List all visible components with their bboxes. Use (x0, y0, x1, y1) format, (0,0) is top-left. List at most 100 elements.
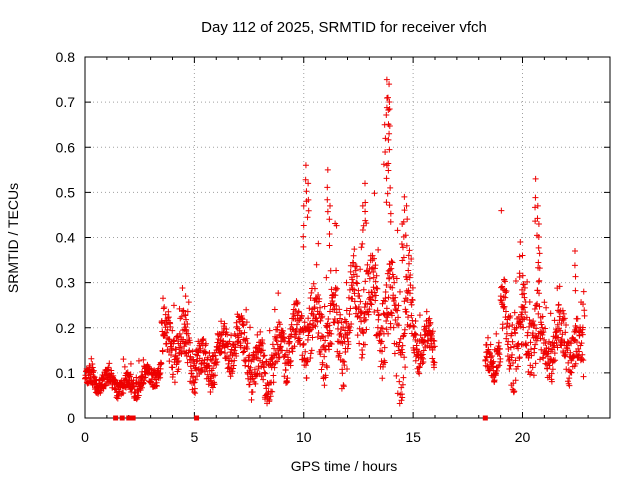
data-point (120, 356, 127, 363)
data-point (532, 360, 539, 367)
data-point (175, 358, 182, 365)
data-point (534, 202, 541, 209)
x-tick-label: 10 (296, 429, 312, 445)
data-point (399, 244, 406, 251)
data-point (140, 380, 147, 387)
data-point (327, 340, 334, 347)
data-point (409, 284, 416, 291)
data-point (308, 289, 315, 296)
data-point (314, 318, 321, 325)
data-point (347, 268, 354, 275)
data-point (350, 252, 357, 259)
data-point (368, 301, 375, 308)
data-point (526, 298, 533, 305)
data-point (491, 377, 498, 384)
data-point (327, 267, 334, 274)
data-point (305, 180, 312, 187)
data-point (291, 343, 298, 350)
data-point (259, 340, 266, 347)
data-point (387, 210, 394, 217)
data-point (260, 376, 267, 383)
data-point (429, 328, 436, 335)
data-point (243, 319, 250, 326)
data-point (302, 348, 309, 355)
data-point (311, 304, 318, 311)
data-point (209, 353, 216, 360)
data-point (524, 329, 531, 336)
data-point (554, 321, 561, 328)
data-point (260, 353, 267, 360)
data-point (346, 311, 353, 318)
data-point (303, 188, 310, 195)
data-point (385, 167, 392, 174)
data-point (307, 350, 314, 357)
data-point (416, 364, 423, 371)
data-point (506, 365, 513, 372)
data-point (499, 321, 506, 328)
data-point (328, 341, 335, 348)
data-point (261, 369, 268, 376)
data-point (261, 352, 268, 359)
data-point (313, 295, 320, 302)
data-point (177, 344, 184, 351)
data-point (319, 361, 326, 368)
data-point (544, 365, 551, 372)
y-tick-label: 0.3 (56, 275, 76, 291)
data-point (559, 307, 566, 314)
data-point (275, 290, 282, 297)
data-point (362, 208, 369, 215)
data-point (286, 338, 293, 345)
data-point (580, 301, 587, 308)
data-point (540, 329, 547, 336)
data-point (399, 381, 406, 388)
data-point (563, 366, 570, 373)
data-point (401, 193, 408, 200)
data-point (325, 316, 332, 323)
data-point (400, 374, 407, 381)
data-point (91, 374, 98, 381)
data-point (288, 321, 295, 328)
data-point (300, 202, 307, 209)
data-point (159, 348, 166, 355)
data-point (355, 303, 362, 310)
data-point (511, 388, 518, 395)
data-point (220, 338, 227, 345)
data-point (266, 396, 273, 403)
data-point (531, 345, 538, 352)
data-point (212, 372, 219, 379)
data-point (199, 336, 206, 343)
data-point (519, 272, 526, 279)
data-point (183, 327, 190, 334)
data-point (189, 348, 196, 355)
zero-point-marker (113, 415, 119, 421)
data-point (343, 320, 350, 327)
data-point (207, 356, 214, 363)
data-point (279, 327, 286, 334)
data-point (338, 319, 345, 326)
data-point (317, 304, 324, 311)
data-point (106, 360, 113, 367)
data-point (388, 309, 395, 316)
data-point (493, 367, 500, 374)
data-point (384, 270, 391, 277)
data-point (423, 308, 430, 315)
data-point (415, 348, 422, 355)
data-point (324, 208, 331, 215)
data-point (548, 370, 555, 377)
data-point (386, 202, 393, 209)
data-point (224, 331, 231, 338)
data-point (182, 312, 189, 319)
data-point (555, 301, 562, 308)
data-point (207, 389, 214, 396)
data-point (241, 329, 248, 336)
data-point (292, 334, 298, 341)
zero-point-marker (119, 415, 125, 421)
data-point (105, 364, 112, 371)
data-point (191, 388, 198, 395)
data-point (526, 316, 533, 323)
data-point (192, 390, 199, 397)
data-point (327, 300, 334, 307)
data-point (423, 323, 430, 330)
data-point (519, 316, 526, 323)
data-point (499, 283, 506, 290)
